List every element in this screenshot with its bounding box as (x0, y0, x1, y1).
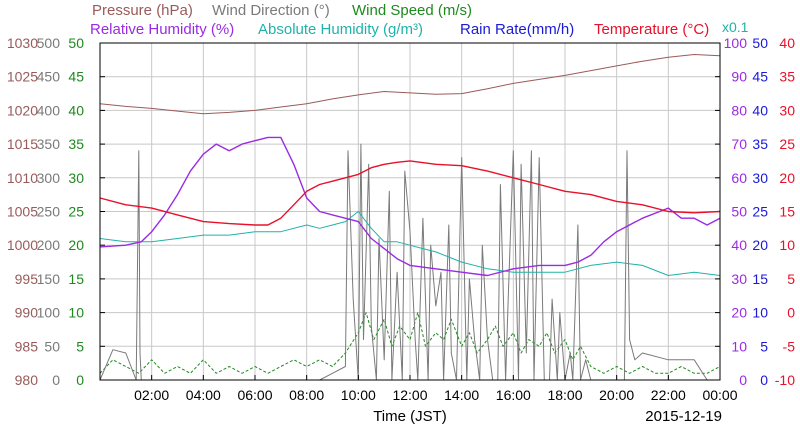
pressure-tick-label: 1025 (7, 69, 38, 85)
legend-wind-speed: Wind Speed (m/s) (352, 2, 472, 19)
wind-speed-tick-label: 40 (68, 102, 84, 118)
humidity-tick-label: 30 (731, 271, 747, 287)
wind-speed-tick-label: 15 (68, 271, 84, 287)
wind-speed-tick-label: 50 (68, 35, 84, 51)
x-tick-label: 06:00 (237, 387, 272, 403)
wind-direction-tick-label: 450 (37, 69, 61, 85)
date-label: 2015-12-19 (645, 408, 722, 425)
wind-speed-tick-label: 20 (68, 237, 84, 253)
pressure-tick-label: 1000 (7, 237, 38, 253)
rain-tick-label: 10 (752, 305, 768, 321)
series-line-humidity (99, 136, 721, 277)
temperature-tick-label: 30 (779, 102, 795, 118)
x-tick-label: 22:00 (651, 387, 686, 403)
humidity-tick-label: 10 (731, 338, 747, 354)
wind-direction-tick-label: 400 (37, 102, 61, 118)
pressure-tick-label: 995 (15, 271, 39, 287)
wind-direction-tick-label: 50 (44, 338, 60, 354)
grid (100, 43, 720, 380)
legend-rain: Rain Rate(mm/h) (460, 21, 574, 38)
humidity-tick-label: 50 (731, 204, 747, 220)
x-tick-label: 18:00 (547, 387, 582, 403)
x-tick-label: 14:00 (444, 387, 479, 403)
temperature-tick-label: 25 (779, 136, 795, 152)
legend-pressure: Pressure (hPa) (92, 2, 193, 19)
pressure-tick-label: 980 (15, 372, 39, 388)
wind-direction-tick-label: 100 (37, 305, 61, 321)
abs-humidity-scale-note: x0.1 (722, 19, 749, 35)
legend-abs-humidity: Absolute Humidity (g/m³) (258, 21, 423, 38)
pressure-tick-label: 1010 (7, 170, 38, 186)
rain-tick-label: 40 (752, 102, 768, 118)
x-tick-label: 08:00 (289, 387, 324, 403)
temperature-tick-label: 35 (779, 69, 795, 85)
pressure-tick-label: 1015 (7, 136, 38, 152)
wind-speed-tick-label: 0 (76, 372, 84, 388)
rain-tick-label: 5 (760, 338, 768, 354)
wind-speed-tick-label: 5 (76, 338, 84, 354)
humidity-tick-label: 20 (731, 305, 747, 321)
series-line-temperature (99, 160, 721, 226)
wind-speed-tick-label: 10 (68, 305, 84, 321)
x-tick-label: 02:00 (134, 387, 169, 403)
x-axis-label: Time (JST) (373, 408, 447, 425)
wind-direction-tick-label: 500 (37, 35, 61, 51)
rain-tick-label: 20 (752, 237, 768, 253)
wind-direction-tick-label: 0 (52, 372, 60, 388)
humidity-tick-label: 80 (731, 102, 747, 118)
pressure-tick-label: 1020 (7, 102, 38, 118)
wind-direction-tick-label: 300 (37, 170, 61, 186)
rain-tick-label: 30 (752, 170, 768, 186)
legend-humidity: Relative Humidity (%) (90, 21, 234, 38)
temperature-tick-label: -5 (783, 338, 796, 354)
plot-frame (99, 42, 721, 381)
humidity-tick-label: 100 (724, 35, 748, 51)
humidity-tick-label: 0 (739, 372, 747, 388)
pressure-tick-label: 1005 (7, 204, 38, 220)
wind-speed-tick-label: 25 (68, 204, 84, 220)
temperature-tick-label: 15 (779, 204, 795, 220)
legend: Pressure (hPa) Wind Direction (°) Wind Spe… (90, 2, 749, 38)
series-line-wind-speed (99, 312, 721, 374)
rain-tick-label: 35 (752, 136, 768, 152)
temperature-tick-label: 5 (787, 271, 795, 287)
temperature-tick-label: -10 (775, 372, 795, 388)
temperature-tick-label: 20 (779, 170, 795, 186)
humidity-tick-label: 90 (731, 69, 747, 85)
temperature-tick-label: 0 (787, 305, 795, 321)
x-tick-label: 16:00 (496, 387, 531, 403)
legend-wind-direction: Wind Direction (°) (212, 2, 330, 19)
x-tick-label: 12:00 (392, 387, 427, 403)
rain-tick-label: 50 (752, 35, 768, 51)
wind-direction-tick-label: 150 (37, 271, 61, 287)
series-line-pressure (99, 54, 721, 115)
legend-temperature: Temperature (°C) (594, 21, 709, 38)
rain-tick-label: 15 (752, 271, 768, 287)
rain-tick-label: 45 (752, 69, 768, 85)
x-tick-label: 10:00 (341, 387, 376, 403)
humidity-tick-label: 40 (731, 237, 747, 253)
pressure-tick-label: 990 (15, 305, 39, 321)
x-tick-label: 04:00 (186, 387, 221, 403)
humidity-tick-label: 70 (731, 136, 747, 152)
x-axis: 02:00 04:00 06:00 08:00 10:00 12:00 14:00 16:00… (134, 375, 738, 403)
wind-direction-tick-label: 200 (37, 237, 61, 253)
temperature-tick-label: 10 (779, 237, 795, 253)
pressure-tick-label: 985 (15, 338, 39, 354)
x-tick-label: 00:00 (702, 387, 737, 403)
rain-tick-label: 0 (760, 372, 768, 388)
wind-speed-tick-label: 30 (68, 170, 84, 186)
wind-speed-tick-label: 35 (68, 136, 84, 152)
rain-tick-label: 25 (752, 204, 768, 220)
temperature-tick-label: 40 (779, 35, 795, 51)
x-tick-label: 20:00 (599, 387, 634, 403)
series-line-abs-humidity (99, 211, 721, 276)
humidity-tick-label: 60 (731, 170, 747, 186)
wind-direction-tick-label: 250 (37, 204, 61, 220)
pressure-tick-label: 1030 (7, 35, 38, 51)
wind-direction-tick-label: 350 (37, 136, 61, 152)
y-axes: 9809859909951000100510101015102010251030… (7, 35, 795, 388)
wind-speed-tick-label: 45 (68, 69, 84, 85)
